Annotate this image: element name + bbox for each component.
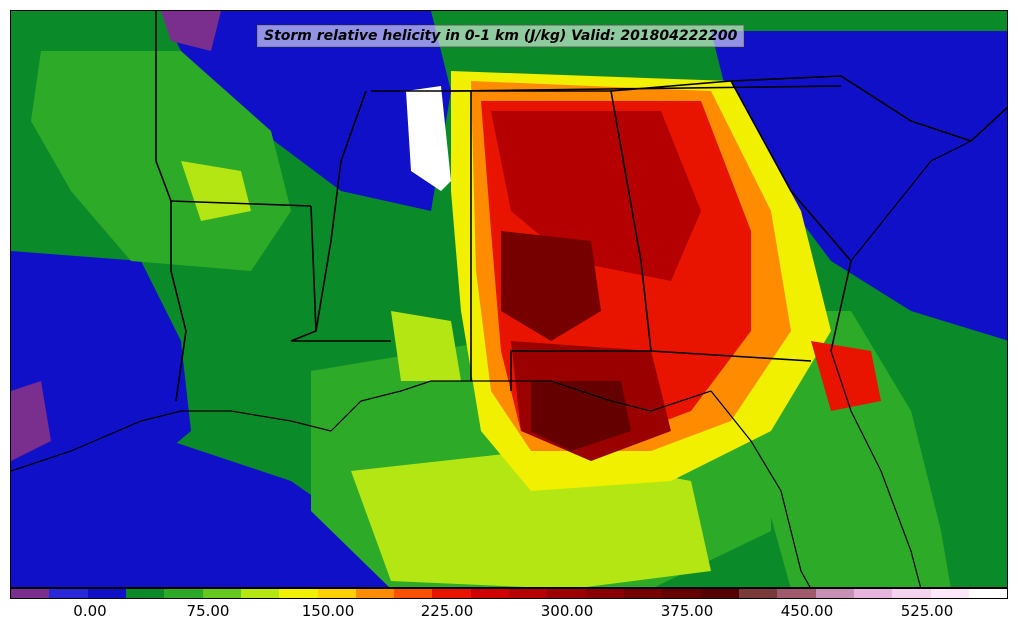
purple-region-nw xyxy=(161,11,221,51)
yellowgreen-patch-louisiana xyxy=(391,311,461,381)
colorbar-segment xyxy=(11,589,50,598)
darkred-core-north xyxy=(491,111,701,281)
boundary-mississippi-river xyxy=(315,90,367,332)
colorbar-segment xyxy=(509,589,548,598)
colorbar-tick-label: 225.00 xyxy=(420,602,474,620)
colorbar-segment xyxy=(394,589,433,598)
coastline-panhandle xyxy=(471,380,712,412)
coastline-louisiana xyxy=(330,380,471,432)
boundary-texas-louisiana xyxy=(170,201,187,402)
blue-region-north xyxy=(161,11,451,211)
helicity-map xyxy=(11,11,1007,587)
colorbar-segment xyxy=(240,589,280,598)
yellowgreen-band-gulf xyxy=(351,451,711,587)
yellowgreen-patch-texas xyxy=(181,161,251,221)
boundary-carolinas xyxy=(730,75,1007,142)
colorbar-segment xyxy=(585,589,624,598)
colorbar-tick-label: 0.00 xyxy=(73,602,107,620)
colorbar-segment xyxy=(164,589,203,598)
colorbar-segment xyxy=(202,589,241,598)
colorbar-segment xyxy=(87,589,126,598)
boundary-texas-oklahoma xyxy=(155,11,312,207)
colorbar-segment xyxy=(125,589,165,598)
colorbar-segment xyxy=(853,589,893,598)
maroon-core-sw xyxy=(531,381,631,451)
colorbar-segment xyxy=(662,589,701,598)
colorbar-tick-label: 525.00 xyxy=(900,602,954,620)
colorbar xyxy=(10,588,1008,599)
colorbar-segment xyxy=(968,589,1008,598)
colorbar-segment xyxy=(432,589,471,598)
coastline-texas xyxy=(11,410,332,472)
boundary-florida-georgia xyxy=(650,350,812,362)
colorbar-tick-labels: 0.00 75.00 150.00 225.00 300.00 375.00 450.00 5… xyxy=(10,602,1008,626)
colorbar-segment xyxy=(355,589,395,598)
coastline-florida-east xyxy=(830,350,922,587)
colorbar-segment xyxy=(700,589,739,598)
boundary-arkansas-louisiana xyxy=(290,205,391,342)
state-boundaries xyxy=(155,11,1007,402)
maroon-core-center xyxy=(501,231,601,341)
colorbar-segment xyxy=(279,589,318,598)
colorbar-segment xyxy=(624,589,663,598)
colorbar-segment xyxy=(930,589,969,598)
boundary-tennessee xyxy=(450,85,842,92)
purple-region-sw xyxy=(11,381,51,461)
coastline-atlantic xyxy=(850,140,972,262)
map-title: Storm relative helicity in 0-1 km (J/kg)… xyxy=(257,25,745,47)
blue-region-east xyxy=(711,31,1007,341)
red-patch-florida xyxy=(811,341,881,411)
colorbar-segment xyxy=(470,589,510,598)
colorbar-tick-label: 75.00 xyxy=(186,602,230,620)
colorbar-segment xyxy=(892,589,931,598)
colorbar-segment xyxy=(777,589,816,598)
colorbar-tick-label: 300.00 xyxy=(540,602,594,620)
coastline xyxy=(11,140,972,587)
coastline-florida-west xyxy=(710,390,811,587)
map-panel: Storm relative helicity in 0-1 km (J/kg)… xyxy=(10,10,1008,588)
white-patch-arkansas xyxy=(406,86,451,191)
colorbar-segment xyxy=(317,589,356,598)
colorbar-tick-label: 450.00 xyxy=(780,602,834,620)
colorbar-tick-label: 375.00 xyxy=(660,602,714,620)
colorbar-segment xyxy=(738,589,778,598)
colorbar-segment xyxy=(815,589,854,598)
colorbar-segment xyxy=(49,589,88,598)
colorbar-segment xyxy=(547,589,586,598)
boundary-alabama xyxy=(471,90,652,391)
boundary-georgia xyxy=(610,80,852,352)
colorbar-tick-label: 150.00 xyxy=(301,602,355,620)
blue-region-gulf xyxy=(11,441,429,587)
